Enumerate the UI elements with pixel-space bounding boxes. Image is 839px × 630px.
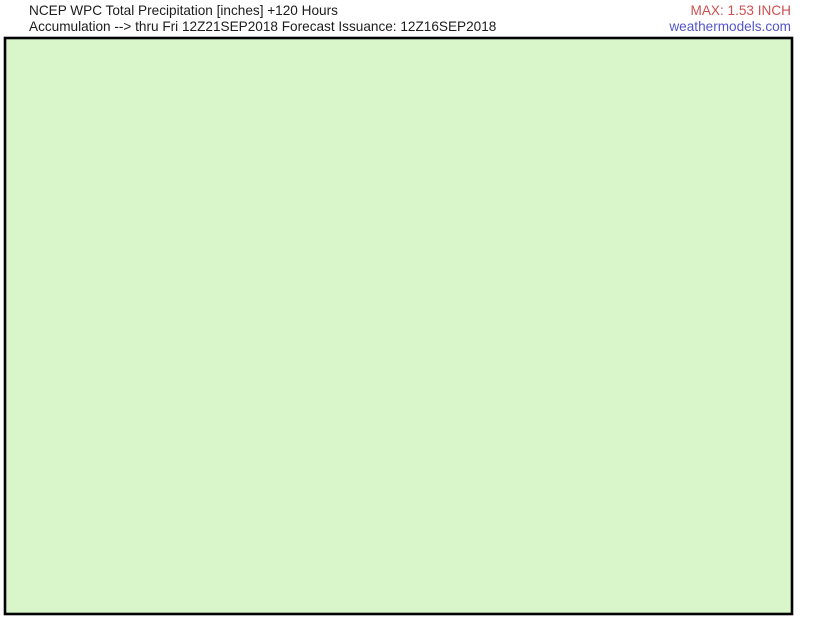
svg-text:MAX: 1.53 INCH: MAX: 1.53 INCH — [691, 3, 791, 18]
svg-text:weathermodels.com: weathermodels.com — [668, 19, 791, 34]
svg-text:NCEP WPC Total Precipitation [: NCEP WPC Total Precipitation [inches] +1… — [29, 3, 338, 18]
svg-text:Accumulation --> thru Fri 12Z2: Accumulation --> thru Fri 12Z21SEP2018 F… — [29, 19, 496, 34]
